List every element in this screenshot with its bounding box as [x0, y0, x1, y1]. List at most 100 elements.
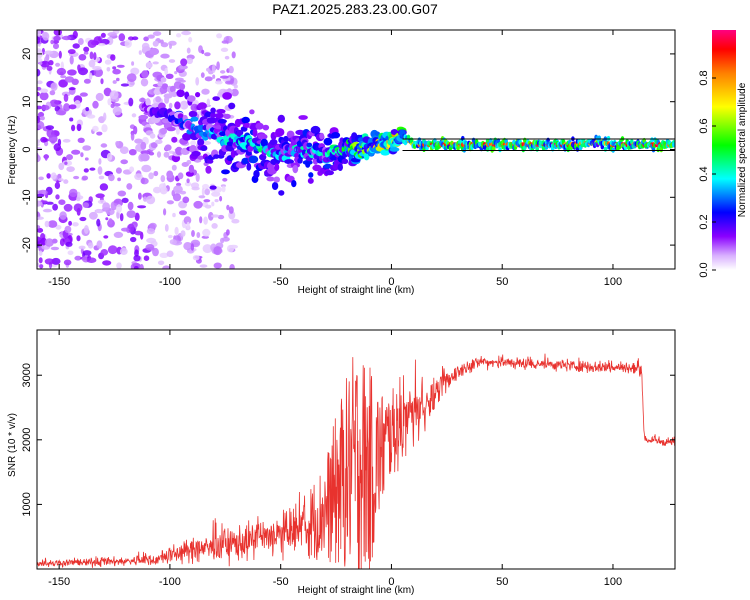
ridge-cell	[171, 136, 178, 143]
noise-blob	[109, 90, 119, 100]
ridge-cell	[197, 138, 205, 147]
noise-blob	[211, 64, 216, 73]
noise-blob	[186, 159, 192, 165]
x-tick-label: 50	[496, 576, 508, 588]
noise-blob	[202, 141, 212, 145]
noise-blob	[44, 238, 54, 247]
noise-blob	[72, 222, 79, 227]
noise-blob	[51, 257, 61, 265]
noise-blob	[49, 90, 56, 96]
noise-blob	[37, 200, 43, 207]
noise-blob	[67, 49, 76, 55]
noise-blob	[88, 72, 93, 80]
noise-blob	[126, 210, 136, 219]
ridge-cell	[149, 133, 156, 139]
noise-blob	[92, 125, 99, 132]
noise-blob	[137, 205, 147, 209]
noise-blob	[50, 39, 55, 45]
noise-blob	[71, 124, 76, 132]
noise-blob	[53, 35, 61, 42]
noise-blob	[64, 76, 75, 83]
ridge-cell	[341, 158, 349, 164]
x-tick-label: -100	[159, 276, 181, 288]
noise-blob	[168, 59, 176, 63]
noise-blob	[112, 66, 117, 70]
noise-blob	[126, 183, 133, 190]
noise-blob	[211, 223, 218, 229]
noise-blob	[86, 114, 96, 119]
noise-blob	[68, 220, 72, 226]
noise-blob	[37, 86, 42, 91]
noise-blob	[69, 55, 74, 65]
noise-blob	[63, 179, 69, 184]
noise-blob	[110, 201, 118, 211]
noise-blob	[42, 138, 49, 142]
ridge-cell	[249, 109, 255, 115]
noise-blob	[128, 149, 137, 156]
noise-blob	[55, 224, 62, 230]
ridge-cell	[169, 85, 176, 93]
ridge-cell	[485, 146, 490, 152]
noise-blob	[71, 149, 81, 155]
noise-blob	[120, 159, 128, 165]
noise-blob	[85, 107, 89, 112]
ridge-cell	[175, 146, 183, 156]
x-tick-label: 100	[604, 576, 622, 588]
ridge-cell	[197, 123, 204, 131]
ridge-cell	[324, 170, 334, 176]
noise-blob	[231, 51, 236, 59]
noise-blob	[145, 244, 155, 251]
noise-blob	[37, 236, 42, 245]
noise-blob	[63, 259, 72, 266]
ridge-cell	[305, 161, 311, 168]
noise-blob	[191, 230, 195, 237]
noise-blob	[96, 240, 103, 249]
noise-blob	[68, 87, 76, 91]
noise-blob	[37, 227, 44, 233]
noise-blob	[164, 67, 169, 76]
noise-blob	[93, 52, 97, 61]
noise-blob	[129, 81, 135, 86]
ridge-cell	[176, 89, 185, 98]
noise-blob	[131, 61, 135, 66]
noise-blob	[121, 227, 130, 232]
noise-blob	[169, 43, 172, 49]
noise-blob	[37, 225, 41, 229]
spectrogram-marks	[37, 30, 675, 269]
noise-blob	[226, 244, 235, 253]
ridge-cell	[197, 102, 207, 110]
ridge-cell	[308, 172, 314, 178]
ridge-cell	[278, 190, 285, 196]
noise-blob	[182, 196, 190, 204]
colorbar-ticks: 0.0 0.2 0.4 0.6 0.8	[698, 70, 716, 278]
x-tick-label: 0	[388, 576, 394, 588]
noise-blob	[37, 36, 41, 44]
ridge-cell	[205, 165, 212, 174]
noise-blob	[147, 34, 155, 39]
noise-blob	[63, 103, 71, 112]
x-tick-label: 100	[604, 276, 622, 288]
noise-blob	[60, 75, 67, 79]
colorbar-tick-label: 0.4	[698, 166, 710, 181]
ridge-cell	[226, 141, 234, 147]
ridge-cell	[165, 73, 174, 80]
noise-blob	[83, 51, 89, 55]
noise-blob	[127, 223, 135, 233]
noise-blob	[37, 68, 41, 77]
snr-series-line	[37, 353, 675, 569]
noise-blob	[58, 79, 68, 88]
noise-blob	[193, 200, 203, 209]
noise-blob	[140, 177, 149, 185]
noise-blob	[140, 150, 151, 155]
noise-blob	[48, 134, 58, 144]
noise-blob	[230, 88, 239, 97]
noise-blob	[192, 255, 200, 261]
noise-blob	[82, 145, 92, 151]
noise-blob	[78, 38, 84, 45]
ridge-cell	[166, 170, 174, 179]
ridge-cell	[228, 102, 236, 110]
noise-blob	[160, 175, 166, 183]
ridge-cell	[241, 116, 250, 124]
noise-blob	[208, 70, 214, 75]
